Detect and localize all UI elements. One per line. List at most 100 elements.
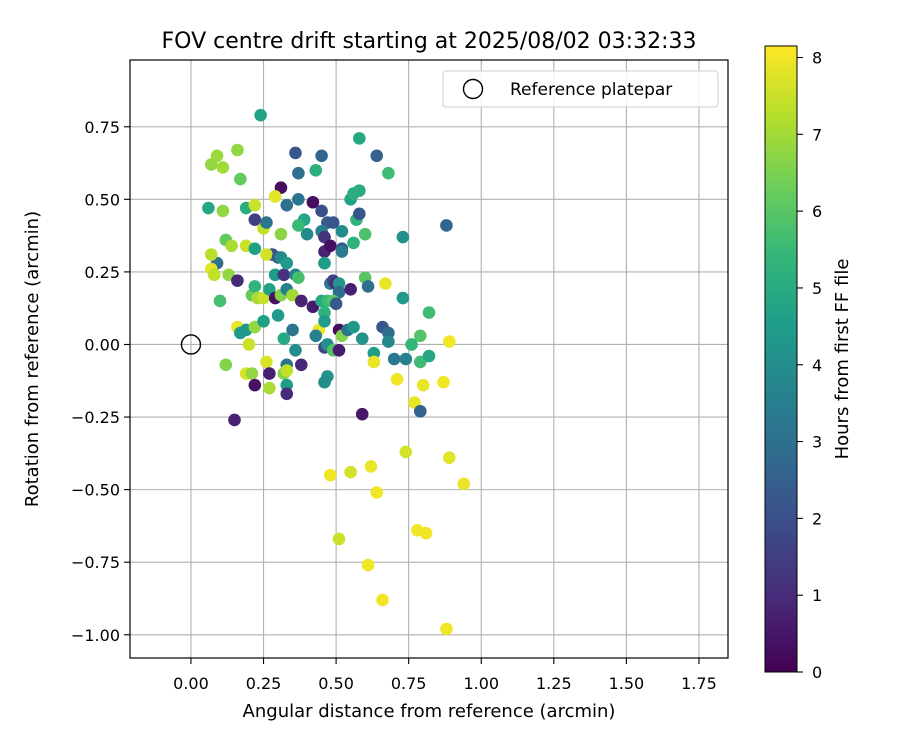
colorbar-ticks: 0 1 2 3 4 5 6 7 8 (797, 49, 822, 682)
data-point (216, 161, 230, 174)
data-point (280, 378, 294, 392)
data-point (367, 355, 381, 369)
data-point (318, 314, 331, 328)
y-tick-label: −1.00 (71, 626, 120, 645)
data-point (318, 375, 331, 389)
colorbar-tick-label: 6 (812, 202, 822, 221)
data-point (399, 445, 413, 459)
data-points (202, 108, 471, 636)
x-axis-label: Angular distance from reference (arcmin) (243, 701, 616, 722)
data-point (347, 320, 360, 334)
data-point (405, 338, 418, 351)
data-point (353, 207, 366, 221)
data-point (332, 343, 346, 357)
data-point (248, 242, 262, 255)
legend-open-circle-marker (462, 78, 484, 100)
y-tick-label: 0.00 (84, 335, 120, 354)
data-point (248, 213, 262, 226)
legend: Reference platepar (442, 70, 719, 108)
data-point (257, 314, 270, 328)
data-point (315, 204, 328, 218)
x-tick-label: 0.50 (318, 674, 354, 693)
data-point (361, 280, 375, 293)
data-point (413, 329, 427, 343)
x-axis-ticks: 0.00 0.25 0.50 0.75 1.00 1.25 1.50 1.75 (173, 658, 717, 693)
data-point (280, 198, 294, 212)
grid-lines (130, 60, 728, 658)
y-tick-label: −0.75 (71, 553, 120, 572)
data-point (292, 219, 305, 232)
data-point (457, 477, 471, 491)
data-point (335, 245, 349, 258)
data-point (216, 204, 230, 218)
data-point (231, 274, 244, 287)
data-point (292, 271, 305, 285)
x-tick-label: 1.00 (463, 674, 499, 693)
colorbar-tick-label: 8 (812, 49, 822, 68)
colorbar-tick-label: 2 (812, 509, 822, 528)
data-point (329, 297, 343, 311)
y-tick-label: 0.50 (84, 190, 120, 209)
data-point (416, 378, 430, 392)
y-tick-label: 0.25 (84, 263, 120, 282)
data-point (376, 593, 389, 607)
data-point (309, 329, 323, 343)
data-point (242, 338, 256, 351)
data-point (292, 166, 305, 180)
x-tick-label: 1.50 (609, 674, 645, 693)
x-tick-label: 1.25 (536, 674, 572, 693)
data-point (280, 364, 294, 377)
data-point (326, 216, 340, 229)
data-point (390, 373, 404, 386)
data-point (399, 352, 413, 366)
data-point (382, 166, 395, 180)
data-point (443, 335, 456, 348)
data-point (300, 227, 314, 241)
y-tick-label: 0.75 (84, 118, 120, 137)
colorbar-gradient (764, 45, 798, 673)
data-point (315, 149, 328, 163)
data-point (422, 349, 436, 363)
data-point (280, 387, 294, 401)
data-point (347, 236, 360, 250)
data-point (324, 239, 337, 253)
data-point (210, 149, 224, 163)
data-point (277, 332, 291, 345)
y-axis-label: Rotation from reference (arcmin) (22, 211, 43, 507)
data-point (213, 294, 227, 308)
x-tick-label: 0.25 (246, 674, 282, 693)
data-point (437, 375, 450, 389)
y-axis-ticks: −1.00 −0.75 −0.50 −0.25 0.00 0.25 0.50 0.75 (71, 118, 130, 645)
colorbar-tick-label: 0 (812, 663, 822, 682)
data-point (263, 367, 276, 380)
colorbar-tick-label: 1 (812, 586, 822, 605)
data-point (219, 358, 233, 372)
data-point (260, 355, 273, 369)
legend-label: Reference platepar (510, 80, 672, 100)
data-point (231, 143, 244, 157)
data-point (294, 358, 308, 372)
data-point (440, 219, 453, 232)
data-point (332, 277, 346, 290)
data-point (268, 190, 282, 203)
reference-marker (180, 334, 202, 355)
data-point (268, 268, 282, 282)
data-point (286, 323, 299, 337)
data-point (245, 367, 259, 380)
data-point (332, 532, 346, 546)
data-point (292, 193, 305, 206)
y-tick-label: −0.50 (71, 481, 120, 500)
data-point (355, 407, 369, 421)
x-tick-label: 1.75 (681, 674, 717, 693)
colorbar-label: Hours from first FF file (832, 259, 853, 460)
data-point (361, 558, 375, 572)
data-point (347, 187, 360, 200)
data-point (413, 404, 427, 418)
colorbar-tick-label: 7 (812, 125, 822, 144)
data-point (294, 294, 308, 308)
x-tick-label: 0.75 (391, 674, 427, 693)
data-point (260, 216, 273, 229)
data-point (370, 486, 384, 499)
data-point (364, 460, 378, 473)
